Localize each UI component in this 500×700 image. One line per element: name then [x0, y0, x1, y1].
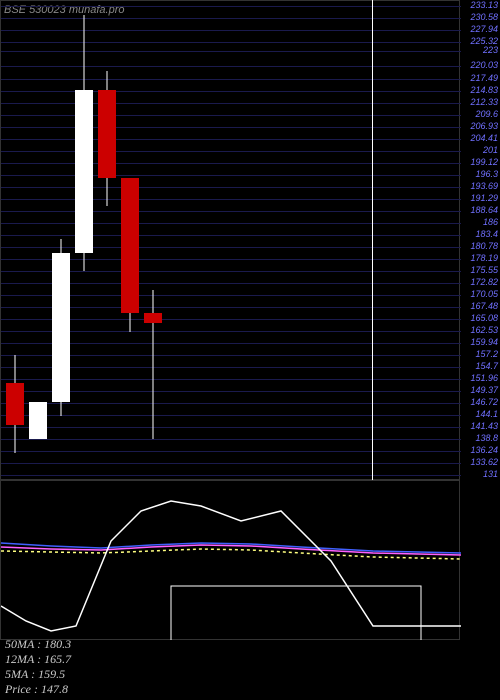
gridline — [1, 331, 461, 332]
gridline — [1, 367, 461, 368]
price-tick-label: 191.29 — [470, 193, 498, 203]
price-tick-label: 170.05 — [470, 289, 498, 299]
gridline — [1, 51, 461, 52]
gridline — [1, 391, 461, 392]
price-tick-label: 138.8 — [475, 433, 498, 443]
price-tick-label: 212.33 — [470, 97, 498, 107]
gridline — [1, 427, 461, 428]
price-tick-label: 206.93 — [470, 121, 498, 131]
price-tick-label: 230.58 — [470, 12, 498, 22]
price-tick-label: 209.6 — [475, 109, 498, 119]
gridline — [1, 175, 461, 176]
price-tick-label: 151.96 — [470, 373, 498, 383]
price-tick-label: 188.64 — [470, 205, 498, 215]
gridline — [1, 235, 461, 236]
gridline — [1, 30, 461, 31]
price-tick-label: 146.72 — [470, 397, 498, 407]
gridline — [1, 415, 461, 416]
price-tick-label: 175.55 — [470, 265, 498, 275]
candle — [98, 1, 116, 481]
candle — [52, 1, 70, 481]
price-tick-label: 233.13 — [470, 0, 498, 10]
price-tick-label: 133.62 — [470, 457, 498, 467]
price-tick-label: 144.1 — [475, 409, 498, 419]
ma12-label: 12MA : 165.7 — [5, 652, 71, 667]
candle — [6, 1, 24, 481]
price-tick-label: 223 — [483, 45, 498, 55]
gridline — [1, 451, 461, 452]
price-tick-label: 196.3 — [475, 169, 498, 179]
gridline — [1, 211, 461, 212]
price-tick-label: 193.69 — [470, 181, 498, 191]
price-tick-label: 157.2 — [475, 349, 498, 359]
price-tick-label: 214.83 — [470, 85, 498, 95]
price-tick-label: 172.82 — [470, 277, 498, 287]
gridline — [1, 247, 461, 248]
price-tick-label: 131 — [483, 469, 498, 479]
ma5-label: 5MA : 159.5 — [5, 667, 65, 682]
candle — [121, 1, 139, 481]
price-tick-label: 180.78 — [470, 241, 498, 251]
gridline — [1, 91, 461, 92]
gridline — [1, 379, 461, 380]
gridline — [1, 343, 461, 344]
price-tick-label: 201 — [483, 145, 498, 155]
price-tick-label: 165.08 — [470, 313, 498, 323]
price-tick-label: 199.12 — [470, 157, 498, 167]
gridline — [1, 403, 461, 404]
gridline — [1, 271, 461, 272]
price-tick-label: 162.53 — [470, 325, 498, 335]
price-tick-label: 204.41 — [470, 133, 498, 143]
price-tick-label: 227.94 — [470, 24, 498, 34]
gridline — [1, 187, 461, 188]
price-label: Price : 147.8 — [5, 682, 68, 697]
price-tick-label: 220.03 — [470, 60, 498, 70]
gridline — [1, 475, 461, 476]
gridline — [1, 295, 461, 296]
price-axis: 233.13230.58227.94225.32223220.03217.492… — [460, 0, 500, 480]
gridline — [1, 223, 461, 224]
gridline — [1, 42, 461, 43]
macd-panel — [0, 480, 460, 640]
main-candlestick-chart: BSE 530023 munafa.pro — [0, 0, 460, 480]
price-tick-label: 136.24 — [470, 445, 498, 455]
price-tick-label: 167.48 — [470, 301, 498, 311]
price-tick-label: 217.49 — [470, 73, 498, 83]
macd-lines — [1, 481, 461, 641]
price-tick-label: 183.4 — [475, 229, 498, 239]
gridline — [1, 139, 461, 140]
price-tick-label: 154.7 — [475, 361, 498, 371]
gridline — [1, 283, 461, 284]
chart-container: BSE 530023 munafa.pro 233.13 230.58 227.94… — [0, 0, 500, 700]
gridline — [1, 115, 461, 116]
gridline — [1, 439, 461, 440]
price-tick-label: 178.19 — [470, 253, 498, 263]
gridline — [1, 319, 461, 320]
gridline — [1, 259, 461, 260]
candle — [144, 1, 162, 481]
price-tick-label: 149.37 — [470, 385, 498, 395]
gridline — [1, 355, 461, 356]
info-panel: 50MA : 180.3 12MA : 165.7 5MA : 159.5 Pr… — [0, 640, 500, 700]
candle — [29, 1, 47, 481]
price-tick-label: 141.43 — [470, 421, 498, 431]
gridline — [1, 307, 461, 308]
gridline — [1, 6, 461, 7]
gridline — [1, 79, 461, 80]
gridline — [1, 463, 461, 464]
price-tick-label: 159.94 — [470, 337, 498, 347]
gridline — [1, 18, 461, 19]
price-tick-label: 186 — [483, 217, 498, 227]
gridline — [1, 151, 461, 152]
ma50-label: 50MA : 180.3 — [5, 637, 71, 652]
gridline — [1, 199, 461, 200]
gridline — [1, 66, 461, 67]
gridline — [1, 103, 461, 104]
candle — [75, 1, 93, 481]
gridline — [1, 163, 461, 164]
gridline — [1, 127, 461, 128]
